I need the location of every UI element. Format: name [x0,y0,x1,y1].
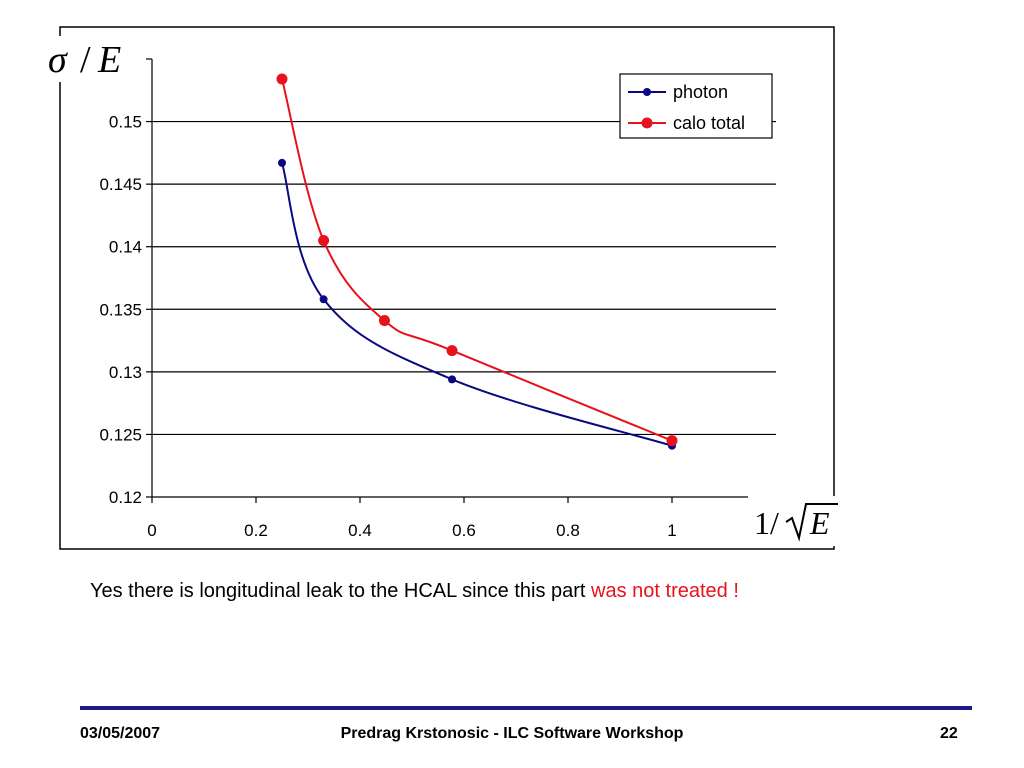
y-tick-label: 0.15 [109,113,142,132]
y-axis-label: σ / E [40,36,140,82]
legend-swatch-marker [643,88,651,96]
grid-lines [152,120,776,436]
x-tick-label: 0.6 [452,521,476,540]
footer-title: Predrag Krstonosic - ILC Software Worksh… [340,725,684,742]
y-tick-label: 0.135 [99,300,142,319]
chart: σ / E 1/ E 0.120.1250.130.1350.140.1450.… [40,26,846,550]
series-line [281,162,673,447]
data-point [278,158,286,167]
legend-label: photon [673,82,728,102]
data-point [666,435,678,447]
footer-page-number: 22 [940,725,958,742]
footer-date: 03/05/2007 [80,725,161,742]
series-line [281,78,673,442]
x-tick-label: 1 [667,521,676,540]
y-tick-label: 0.12 [109,488,142,507]
legend-swatch-marker [641,117,653,129]
series-photon [278,158,676,450]
x-axis-label-radical [785,503,838,542]
axes: 0.12 0.125 0.13 0.135 0.14 0.145 0.15 0 0.2 0.4 0.… [99,58,748,540]
data-point [446,345,458,357]
caption-main-text: Yes there is longitudinal leak to the HC… [90,580,592,602]
x-axis-label: 1/ E [748,496,846,546]
y-tick-label: 0.125 [99,425,142,444]
x-axis-label-prefix: 1/ [754,505,779,541]
x-axis-label-radicand: E [809,505,830,541]
caption-highlight-text: was not treated ! [591,580,739,602]
y-axis-label-sigma: σ [48,39,68,81]
caption: Yes there is longitudinal leak to the HC… [90,580,739,603]
series-calo-total [276,73,678,447]
data-point [318,234,330,246]
x-tick-label: 0 [147,521,156,540]
data-point [319,295,328,304]
x-tick-label: 0.8 [556,521,580,540]
y-tick-label: 0.13 [109,363,142,382]
legend-label: calo total [673,113,745,133]
y-axis-label-slash: / [80,39,91,81]
data-point [276,73,288,85]
y-tick-label: 0.14 [109,238,142,257]
footer-divider [80,706,972,710]
data-point [448,375,457,384]
chart-frame [59,26,835,550]
x-tick-label: 0.2 [244,521,268,540]
data-point [378,315,390,327]
legend: photon calo total [619,73,773,139]
y-tick-label: 0.145 [99,175,142,194]
series-layer [276,73,678,450]
x-tick-label: 0.4 [348,521,372,540]
y-axis-label-e: E [97,39,121,81]
